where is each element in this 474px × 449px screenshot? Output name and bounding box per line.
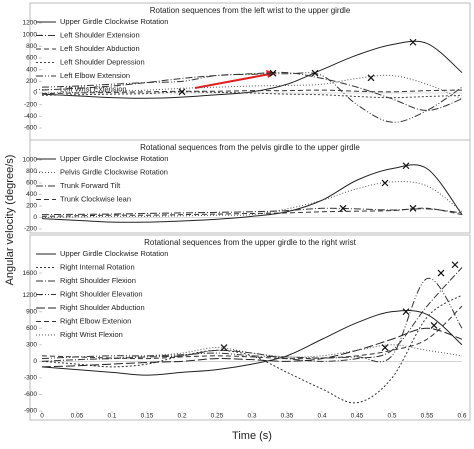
y-tick-label: 300 [26,341,37,348]
chart-title: Rotational sequences from the pelvis gir… [140,143,360,152]
y-tick-label: -300 [24,375,37,382]
y-tick-label: 800 [26,168,37,175]
y-tick-label: 600 [26,180,37,187]
series-line [41,74,463,100]
y-tick-label: 1000 [23,157,38,164]
y-tick-label: 600 [26,325,37,332]
peak-marker [451,261,459,269]
peak-marker [402,162,410,170]
legend-label: Pelvis Girdle Clockwise Rotation [60,167,168,176]
series-line [41,267,463,362]
y-tick-label: 800 [26,43,37,50]
peak-marker [339,204,347,212]
peak-marker [269,69,277,77]
legend-label: Right Shoulder Flexion [60,276,136,285]
legend-label: Right Wrist Flexion [60,330,123,339]
peak-marker [437,269,445,277]
series-line [41,327,463,368]
legend-label: Trunk Forward Tilt [60,181,121,190]
peak-marker [430,322,438,329]
legend-label: Upper Girdle Clockwise Rotation [60,17,168,26]
y-tick-label: 400 [26,191,37,198]
series-line [41,71,463,112]
peak-marker [178,88,186,96]
legend-label: Right Internal Rotation [60,262,135,271]
x-tick-label: 0.5 [387,413,396,420]
chart-title: Rotational sequences from the upper gird… [144,238,356,247]
y-tick-label: -900 [24,408,37,415]
series-line [41,305,463,360]
legend-label: Upper Girdle Clockwise Rotation [60,249,168,258]
x-tick-label: 0.4 [317,413,326,420]
series-line [41,309,463,376]
series-line [41,207,463,217]
y-tick-label: 0 [33,90,37,97]
y-tick-label: 0 [33,214,37,221]
y-tick-label: 400 [26,66,37,73]
y-tick-label: 900 [26,308,37,315]
series-line [41,207,463,216]
y-tick-label: 200 [26,203,37,210]
y-tick-label: -400 [24,113,37,120]
y-tick-label: 1200 [23,292,38,299]
peak-marker [381,179,389,187]
x-tick-label: 0.1 [107,413,116,420]
peak-marker [311,69,319,77]
legend-label: Right Elbow Extenion [60,316,131,325]
legend-label: Left Shoulder Extension [60,30,140,39]
panel-frame [29,234,471,421]
chart-title: Rotation sequences from the left wrist t… [150,6,351,15]
series-line [41,278,463,363]
legend-label: Right Shoulder Elevation [60,289,143,298]
peak-marker [409,204,417,212]
series-line [41,40,463,99]
y-tick-label: 200 [26,78,37,85]
y-axis-label: Angular velocity (degree/s) [4,155,16,286]
series-line [41,72,463,123]
x-tick-label: 0.6 [457,413,466,420]
y-tick-label: -600 [24,125,37,132]
legend-label: Upper Girdle Clockwise Rotation [60,154,168,163]
x-tick-label: 0.45 [351,413,364,420]
peak-marker [381,344,389,351]
x-tick-label: 0.05 [71,413,84,420]
legend-label: Right Shoulder Abduction [60,303,145,312]
y-tick-label: 1200 [23,20,38,27]
legend-label: Trunk Clockwise lean [60,194,131,203]
y-tick-label: -200 [24,101,37,108]
x-axis-label: Time (s) [232,430,272,442]
peak-marker [409,38,417,46]
x-tick-label: 0.35 [281,413,294,420]
series-line [41,164,463,223]
x-tick-label: 0.15 [141,413,154,420]
y-tick-label: -200 [24,226,37,233]
series-line [41,89,463,95]
x-tick-label: 0.3 [247,413,256,420]
y-tick-label: 600 [26,55,37,62]
x-tick-label: 0 [40,413,44,420]
peak-marker [220,344,228,351]
legend-label: Left Wrist Extension [60,84,127,93]
peak-marker [367,74,375,82]
panel-frame [29,139,471,234]
y-tick-label: 0 [33,358,37,365]
y-tick-label: 1600 [23,270,38,277]
series-line [41,181,463,218]
legend-label: Left Elbow Extension [60,71,130,80]
legend-label: Left Shoulder Depression [60,57,145,66]
annotation-arrow [194,73,271,89]
y-tick-label: -600 [24,391,37,398]
peak-marker [402,308,410,316]
y-tick-label: 1000 [23,31,38,38]
x-tick-label: 0.25 [211,413,224,420]
legend-label: Left Shoulder Abduction [60,44,140,53]
x-tick-label: 0.55 [421,413,434,420]
x-tick-label: 0.2 [177,413,186,420]
